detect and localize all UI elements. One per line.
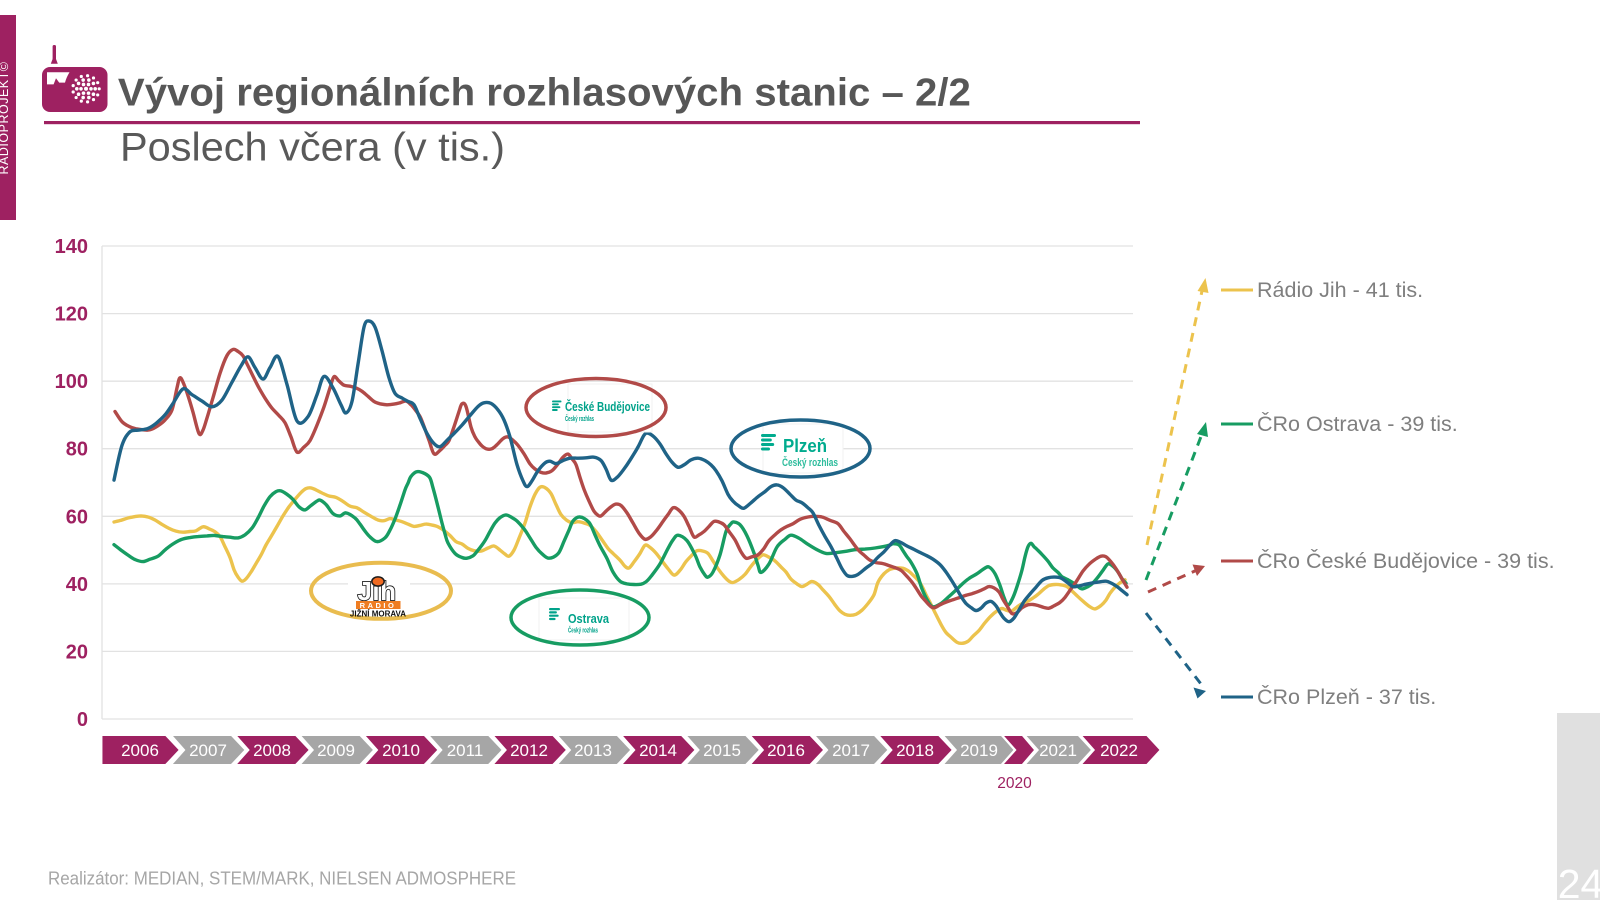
svg-text:ČRo České Budějovice - 39 tis.: ČRo České Budějovice - 39 tis. (1257, 548, 1555, 573)
svg-text:Český rozhlas: Český rozhlas (782, 456, 838, 469)
svg-text:2007: 2007 (189, 741, 227, 760)
svg-text:2018: 2018 (896, 741, 934, 760)
svg-text:20: 20 (66, 641, 88, 663)
svg-text:0: 0 (77, 709, 88, 731)
svg-text:60: 60 (66, 506, 88, 528)
svg-text:JIŽNÍ MORAVA: JIŽNÍ MORAVA (350, 610, 406, 619)
svg-text:2020: 2020 (997, 775, 1032, 792)
svg-text:2016: 2016 (767, 741, 805, 760)
svg-text:40: 40 (66, 574, 88, 596)
svg-text:ČRo Plzeň - 37 tis.: ČRo Plzeň - 37 tis. (1257, 684, 1436, 709)
svg-text:120: 120 (55, 304, 88, 326)
svg-text:Český rozhlas: Český rozhlas (568, 626, 598, 635)
svg-text:140: 140 (55, 236, 88, 258)
svg-text:ČRo Ostrava - 39 tis.: ČRo Ostrava - 39 tis. (1257, 411, 1458, 436)
svg-text:2014: 2014 (639, 741, 677, 760)
svg-text:80: 80 (66, 439, 88, 461)
svg-text:2011: 2011 (447, 741, 484, 760)
svg-text:Vývoj regionálních rozhlasovýc: Vývoj regionálních rozhlasových stanic –… (118, 71, 971, 114)
svg-text:Plzeň: Plzeň (783, 436, 827, 456)
svg-text:2021: 2021 (1039, 741, 1077, 760)
svg-text:24: 24 (1558, 861, 1600, 900)
svg-text:2022: 2022 (1100, 741, 1138, 760)
svg-text:2013: 2013 (574, 741, 612, 760)
svg-text:2012: 2012 (510, 741, 548, 760)
svg-text:2019: 2019 (960, 741, 998, 760)
svg-text:100: 100 (55, 371, 88, 393)
svg-text:Český rozhlas: Český rozhlas (565, 414, 594, 423)
svg-text:RADIO: RADIO (360, 601, 397, 610)
svg-text:Ostrava: Ostrava (568, 611, 610, 626)
svg-text:2015: 2015 (703, 741, 741, 760)
svg-text:České Budějovice: České Budějovice (565, 399, 650, 414)
svg-text:RADIOPROJEKT©: RADIOPROJEKT© (0, 61, 11, 174)
svg-text:2006: 2006 (121, 741, 159, 760)
svg-text:2008: 2008 (253, 741, 291, 760)
svg-text:2010: 2010 (382, 741, 420, 760)
svg-text:Realizátor: MEDIAN, STEM/MARK,: Realizátor: MEDIAN, STEM/MARK, NIELSEN A… (48, 868, 516, 889)
svg-text:Poslech včera (v tis.): Poslech včera (v tis.) (120, 125, 505, 169)
svg-text:2009: 2009 (317, 741, 355, 760)
svg-text:2017: 2017 (832, 741, 870, 760)
svg-text:Rádio Jih - 41 tis.: Rádio Jih - 41 tis. (1257, 278, 1423, 302)
